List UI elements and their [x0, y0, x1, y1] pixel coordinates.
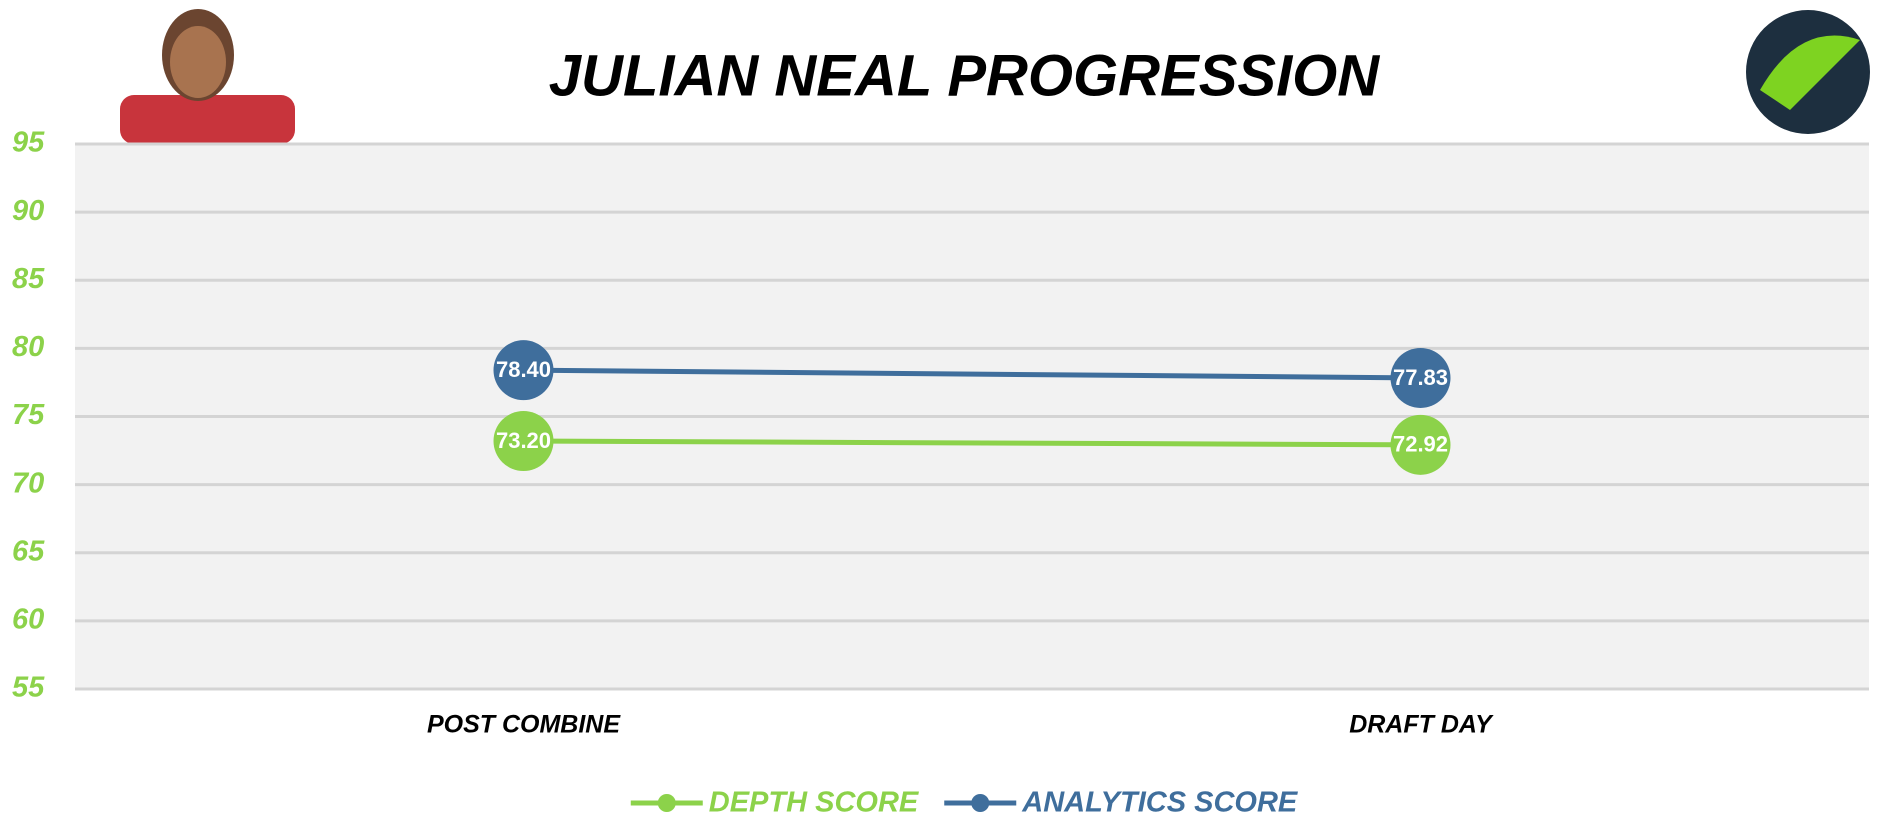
y-tick-label: 90	[12, 195, 44, 227]
series-line	[523, 367, 1421, 381]
data-label: 72.92	[1393, 432, 1448, 457]
data-point	[1390, 414, 1451, 475]
team-logo	[1746, 10, 1870, 134]
y-tick-label: 75	[12, 399, 45, 431]
x-tick-label: POST COMBINE	[427, 711, 621, 739]
y-tick-label: 70	[12, 467, 44, 499]
legend-label: DEPTH SCORE	[709, 787, 920, 819]
legend-marker	[971, 794, 990, 812]
legend-marker	[657, 794, 676, 812]
legend-label: ANALYTICS SCORE	[1021, 787, 1299, 819]
legend-item: ANALYTICS SCORE	[944, 787, 1299, 819]
y-tick-label: 55	[12, 672, 45, 704]
data-point	[493, 340, 554, 401]
legend-item: DEPTH SCORE	[630, 787, 920, 819]
player-photo	[120, 9, 295, 144]
y-tick-label: 80	[12, 331, 44, 363]
data-point	[1390, 347, 1451, 408]
y-tick-label: 65	[12, 535, 45, 567]
y-tick-label: 85	[12, 263, 45, 295]
data-label: 78.40	[496, 357, 551, 382]
x-tick-label: DRAFT DAY	[1349, 711, 1494, 739]
series-line	[523, 438, 1421, 448]
y-tick-label: 60	[12, 604, 44, 636]
data-label: 77.83	[1393, 365, 1448, 390]
data-point	[493, 411, 554, 472]
y-tick-label: 95	[12, 127, 45, 159]
data-label: 73.20	[496, 428, 551, 453]
chart-title: JULIAN NEAL PROGRESSION	[549, 43, 1380, 108]
